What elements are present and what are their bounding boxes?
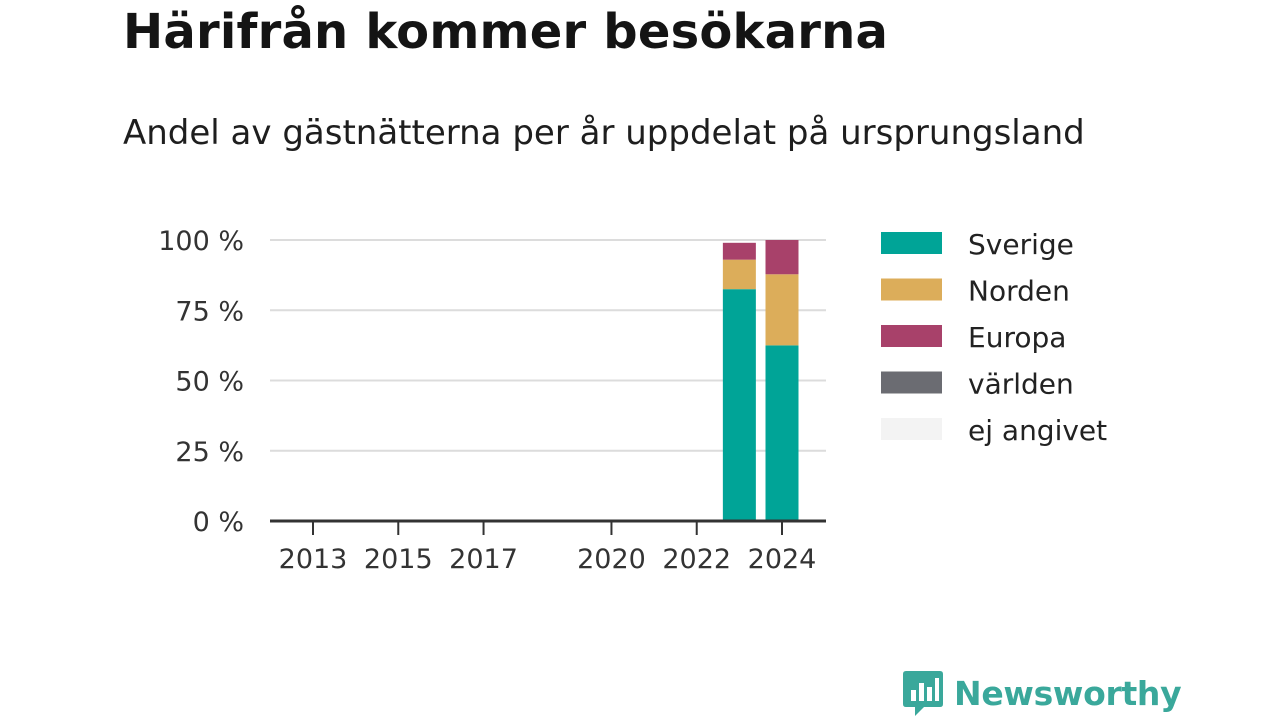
legend-label: ej angivet [968,414,1107,447]
legend-swatch [881,232,942,254]
y-tick-label: 0 % [193,507,244,538]
legend-label: Norden [968,275,1070,308]
x-tick-label: 2013 [279,544,348,575]
bar-segment [722,259,756,290]
legend-swatch [881,371,942,394]
x-tick-label: 2015 [364,544,433,575]
legend-label: världen [968,368,1074,401]
bar-segment [722,289,756,521]
y-tick-label: 100 % [158,226,244,257]
bars [722,240,799,521]
x-tick-label: 2017 [449,544,518,575]
legend-label: Europa [968,321,1066,354]
chart-subtitle: Andel av gästnätterna per år uppdelat på… [123,113,1085,153]
y-tick-label: 75 % [175,296,244,327]
x-tick-label: 2022 [662,544,731,575]
y-tick-label: 50 % [175,367,244,398]
newsworthy-logo: Newsworthy [902,668,1182,718]
legend-swatch [881,278,942,301]
bar-segment [765,274,799,346]
axes: 0 % 25 % 50 % 75 % 100 % 2013 2015 2017 2020 2022… [158,226,826,575]
legend: Sverige Norden Europa världen ej angivet [881,228,1107,447]
legend-swatch [881,325,942,347]
bar-segment [722,242,756,260]
bar-segment [765,240,799,275]
x-tick-label: 2020 [577,544,646,575]
legend-swatch [881,418,942,440]
x-tick-label: 2024 [748,544,817,575]
newsworthy-logo-icon [903,671,943,716]
newsworthy-logo-text: Newsworthy [954,673,1182,713]
bar-segment [765,345,799,521]
y-tick-label: 25 % [175,437,244,468]
chart-title: Härifrån kommer besökarna [123,4,889,60]
legend-label: Sverige [968,228,1074,261]
